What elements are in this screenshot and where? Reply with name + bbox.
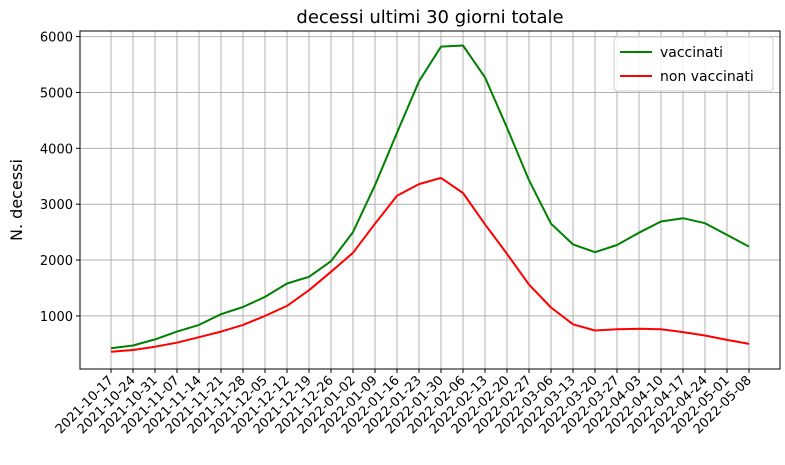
legend-label-vaccinati: vaccinati [660,45,723,61]
y-tick-label: 6000 [40,31,73,46]
y-tick-label: 4000 [40,142,73,157]
legend-box [613,36,774,92]
y-tick-label: 5000 [40,86,73,101]
y-tick-label: 3000 [40,198,73,213]
legend-label-non-vaccinati: non vaccinati [660,69,754,85]
y-tick-label: 2000 [40,254,73,269]
y-axis-ticks: 1000 2000 3000 4000 5000 6000 [40,31,80,325]
series-layer [110,44,750,353]
legend: vaccinati non vaccinati [613,36,774,92]
series-line-vaccinati [110,44,750,350]
y-axis-title: N. decessi [7,159,26,241]
y-tick-label: 1000 [40,310,73,325]
series-line-non-vaccinati [110,176,750,353]
chart-title: decessi ultimi 30 giorni totale [296,7,563,28]
plot-area-frame [79,30,781,370]
